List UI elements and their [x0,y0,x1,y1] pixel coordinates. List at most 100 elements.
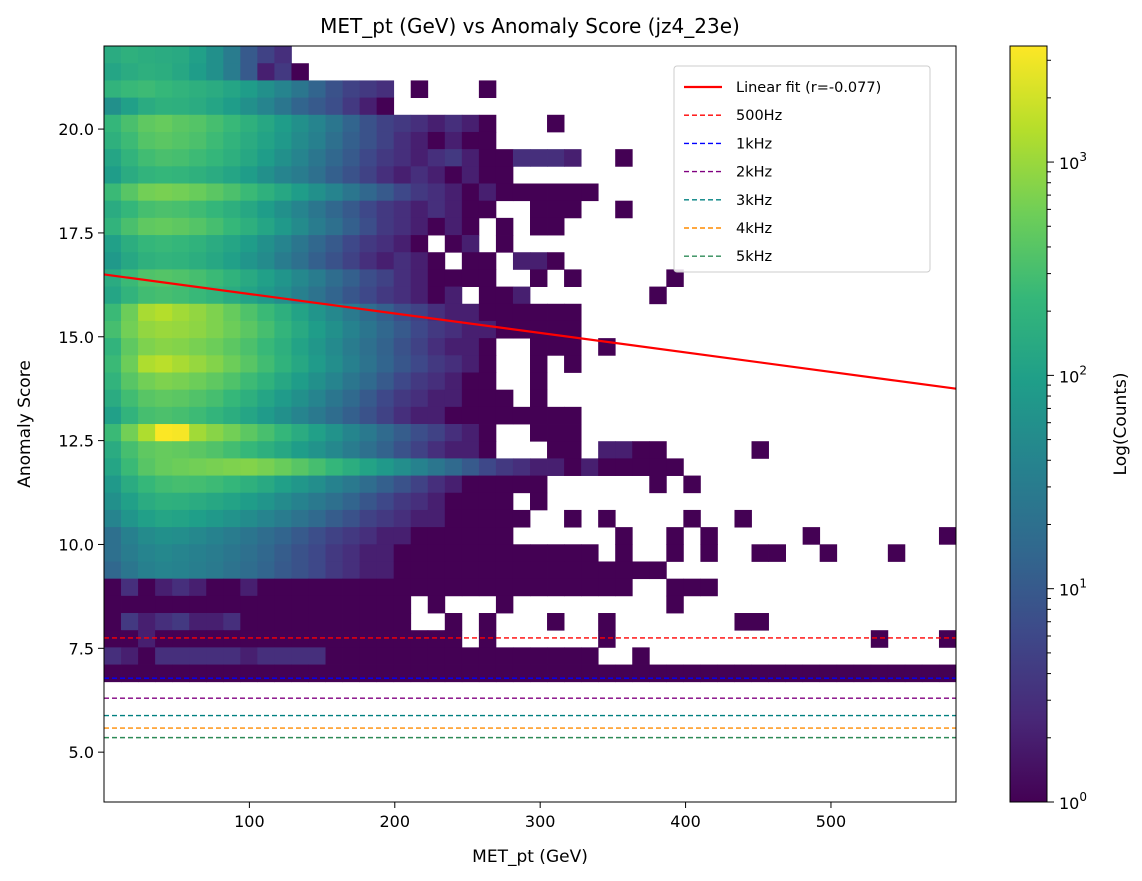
heatmap-cell [376,458,395,476]
heatmap-cell [206,338,224,356]
heatmap-cell [291,131,309,150]
heatmap-cell [104,509,122,528]
heatmap-cell [189,561,207,580]
heatmap-cell [495,406,514,425]
heatmap-cell [444,389,463,408]
heatmap-cell [410,475,429,494]
heatmap-cell [121,406,139,425]
heatmap-cell [274,355,292,373]
heatmap-cell [121,475,139,494]
heatmap-cell [581,647,599,665]
heatmap-cell [104,338,122,356]
heatmap-cell [700,578,718,597]
heatmap-cell [478,475,497,494]
heatmap-cell [461,389,480,408]
heatmap-cell [393,527,412,545]
heatmap-cell [461,372,480,391]
heatmap-cell [308,492,326,511]
heatmap-cell [393,149,412,167]
heatmap-cell [376,561,395,580]
heatmap-cell [683,578,701,597]
heatmap-cell [121,372,139,391]
heatmap-cell [223,303,241,322]
heatmap-cell [257,544,275,562]
heatmap-cell [291,475,309,494]
heatmap-cell [189,441,207,459]
heatmap-cell [206,492,224,511]
heatmap-cell [308,561,326,580]
heatmap-cell [189,320,207,339]
heatmap-cell [376,149,395,167]
heatmap-cell [393,664,412,683]
heatmap-cell [104,320,122,339]
heatmap-cell [121,303,139,322]
y-axis-label: Anomaly Score [15,360,35,488]
heatmap-cell [155,441,173,459]
heatmap-cell [581,561,599,580]
heatmap-cell [291,269,309,287]
heatmap-cell [478,303,497,322]
heatmap-cell [478,252,497,270]
heatmap-cell [887,664,906,683]
heatmap-cell [444,183,463,202]
y-axis-ticks: 5.0 7.5 10.0 12.5 15.0 17.5 20.0 [58,120,104,762]
heatmap-cell [649,286,667,305]
heatmap-cell [700,664,718,683]
heatmap-cell [189,97,207,116]
heatmap-cell [138,303,156,322]
heatmap-cell [189,183,207,202]
heatmap-cell [240,114,258,133]
heatmap-cell [342,492,360,511]
heatmap-cell [206,114,224,133]
heatmap-cell [121,613,139,631]
heatmap-cell [223,166,241,184]
heatmap-cell [274,149,292,167]
heatmap-cell [410,286,429,305]
legend-label: 500Hz [736,108,782,124]
heatmap-cell [240,578,258,597]
heatmap-cell [376,406,395,425]
heatmap-cell [121,647,139,665]
heatmap-cell [444,492,463,511]
heatmap-cell [308,200,326,219]
heatmap-cell [359,303,378,322]
heatmap-cell [104,269,122,287]
heatmap-cell [155,578,173,597]
heatmap-cell [121,544,139,562]
heatmap-cell [461,561,480,580]
heatmap-cell [121,578,139,597]
heatmap-cell [104,527,122,545]
heatmap-cell [291,578,309,597]
heatmap-cell [444,217,463,236]
heatmap-cell [189,269,207,287]
heatmap-cell [223,286,241,305]
heatmap-cell [359,475,378,494]
heatmap-cell [240,338,258,356]
heatmap-cell [325,131,343,150]
heatmap-cell [359,372,378,391]
heatmap-cell [342,183,360,202]
heatmap-cell [223,372,241,391]
heatmap-cell [495,664,514,683]
heatmap-cell [257,166,275,184]
heatmap-cell [138,509,156,528]
heatmap-cell [257,492,275,511]
heatmap-cell [121,664,139,683]
heatmap-cell [257,320,275,339]
heatmap-cell [495,544,514,562]
heatmap-cell [206,578,224,597]
heatmap-cell [189,303,207,322]
heatmap-cell [598,441,616,459]
heatmap-cell [564,149,582,167]
heatmap-cell [172,355,190,373]
heatmap-cell [104,97,122,116]
heatmap-cell [410,424,429,442]
heatmap-cell [649,475,667,494]
heatmap-cell [427,389,446,408]
heatmap-cell [598,509,616,528]
heatmap-cell [359,630,378,648]
heatmap-cell [189,492,207,511]
heatmap-cell [410,578,429,597]
heatmap-cell [530,183,548,202]
heatmap-cell [223,664,241,683]
